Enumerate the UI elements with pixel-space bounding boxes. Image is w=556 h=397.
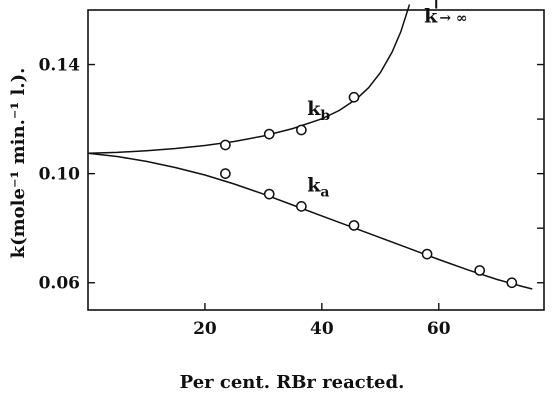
series-curves [87,4,533,290]
y-tick-label: 0.10 [39,165,81,185]
data-point-ka [220,168,231,179]
annotation-k-infinity: k → ∞ [424,5,467,27]
y-axis-ticks: 0.06 0.10 0.14 [39,56,95,294]
x-tick-label: 20 [193,319,217,339]
x-tick-label: 60 [427,319,451,339]
series-label-main: k [307,174,321,196]
data-point-kb [263,128,275,140]
series-label-ka: ka [307,174,329,200]
data-point-ka [263,188,275,200]
x-axis-title: Per cent. RBr reacted. [180,372,405,393]
y-axis-title: k(mole⁻¹ min.⁻¹ l.). [8,68,29,259]
data-point-ka [474,265,486,276]
series-label-kb: kb [307,98,330,124]
annotation-main: k [424,5,438,27]
data-point-ka [296,201,307,212]
x-tick-label: 40 [310,319,334,339]
y-tick-label: 0.14 [39,56,81,76]
annotation-arrow: ↑ [428,0,444,13]
data-point-ka [348,220,360,231]
data-point-kb [348,91,360,103]
series-line-kb [87,4,411,154]
data-points [220,91,518,289]
series-label-sub: a [320,184,329,200]
annotation-suffix: → ∞ [439,10,467,26]
plot-frame [87,9,545,311]
y-tick-label: 0.06 [39,274,80,294]
data-point-kb [220,139,231,151]
right-axis-ticks [537,63,544,284]
data-point-ka [506,277,518,289]
data-point-ka [421,248,433,260]
x-axis-ticks: 20 40 60 [193,303,451,339]
series-label-sub: b [320,108,330,124]
data-point-kb [296,124,307,136]
series-label-main: k [307,98,321,120]
